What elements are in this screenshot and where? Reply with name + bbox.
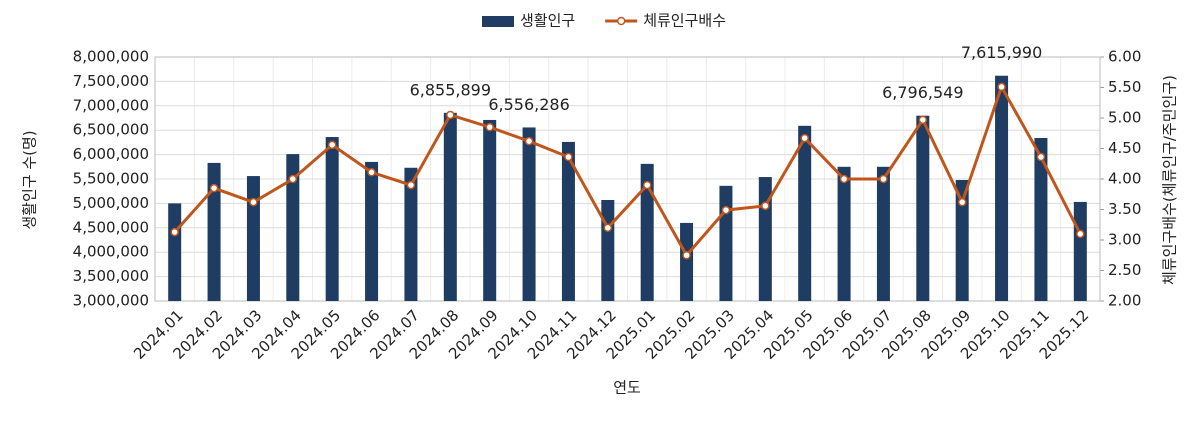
value-label: 6,855,899: [410, 80, 491, 99]
bar: [1034, 138, 1048, 301]
y-tick-label: 6,500,000: [73, 121, 149, 139]
bar: [365, 161, 379, 301]
y2-tick-label: 4.00: [1108, 170, 1141, 188]
bar: [483, 119, 497, 302]
line-marker: [209, 183, 219, 193]
y-tick-label: 7,500,000: [73, 72, 149, 90]
y2-tick-label: 6.00: [1108, 48, 1141, 66]
bar: [168, 203, 182, 301]
x-axis-title: 연도: [613, 379, 641, 397]
y-tick-label: 8,000,000: [73, 48, 149, 66]
bar: [1073, 201, 1087, 301]
y2-tick-label: 5.00: [1108, 109, 1141, 127]
bar: [798, 125, 812, 301]
line-marker: [879, 174, 888, 184]
line-marker: [1036, 152, 1046, 162]
value-label: 7,615,990: [961, 43, 1042, 62]
line-marker: [682, 251, 691, 260]
line-marker: [800, 133, 809, 143]
bar: [955, 179, 969, 301]
bar: [246, 176, 260, 301]
bar: [876, 166, 890, 301]
line-marker: [603, 223, 613, 233]
bar: [561, 141, 575, 301]
line-marker: [406, 180, 416, 190]
y-tick-label: 5,500,000: [73, 170, 149, 188]
legend-label: 생활인구: [520, 12, 575, 30]
bar: [640, 163, 654, 301]
line-marker: [918, 115, 928, 125]
y2-tick-label: 2.00: [1108, 292, 1141, 310]
line-marker: [997, 82, 1006, 92]
plot-border: [154, 56, 1101, 302]
line-marker: [367, 168, 376, 177]
line-marker: [564, 152, 573, 162]
line-marker: [642, 180, 652, 190]
bar: [601, 199, 615, 301]
value-label: 6,556,286: [488, 95, 569, 114]
line-marker: [1076, 229, 1085, 239]
legend-label: 체류인구배수: [643, 12, 726, 30]
line-marker: [170, 227, 179, 237]
y-tick-label: 5,000,000: [73, 194, 149, 212]
bar: [443, 112, 457, 302]
y-tick-label: 4,500,000: [73, 218, 149, 236]
bar: [916, 115, 930, 301]
line-marker: [485, 122, 494, 132]
value-label: 6,796,549: [882, 83, 963, 102]
bar: [837, 166, 851, 301]
line-marker: [446, 110, 455, 120]
bar: [207, 162, 221, 301]
y-tick-label: 4,000,000: [73, 243, 149, 261]
y2-tick-label: 4.50: [1108, 139, 1141, 157]
line-marker: [957, 197, 967, 207]
bar: [680, 222, 694, 301]
y2-axis-title: 체류인구배수(체류인구/주민인구): [1161, 75, 1179, 285]
y-axis-title: 생활인구 수(명): [21, 130, 39, 229]
bar: [995, 75, 1009, 301]
y2-tick-label: 2.50: [1108, 261, 1141, 279]
legend-swatch: [616, 16, 626, 26]
bar: [404, 167, 418, 301]
y2-tick-label: 5.50: [1108, 78, 1141, 96]
line-marker: [249, 197, 258, 207]
line-marker: [524, 136, 534, 146]
y2-tick-label: 3.00: [1108, 231, 1141, 249]
bar: [719, 185, 733, 301]
legend-swatch: [482, 16, 514, 27]
line-marker: [721, 205, 731, 215]
line-marker: [839, 174, 849, 184]
bar: [286, 154, 300, 301]
y-tick-label: 6,000,000: [73, 145, 149, 163]
y-tick-label: 7,000,000: [73, 96, 149, 114]
y-tick-label: 3,500,000: [73, 267, 149, 285]
line-marker: [761, 201, 770, 211]
line-marker: [288, 174, 298, 184]
y2-tick-label: 3.50: [1108, 200, 1141, 218]
line-marker: [327, 140, 337, 150]
bar: [325, 137, 339, 301]
line: [173, 83, 1082, 258]
bar: [522, 127, 536, 301]
y-tick-label: 3,000,000: [73, 292, 149, 310]
